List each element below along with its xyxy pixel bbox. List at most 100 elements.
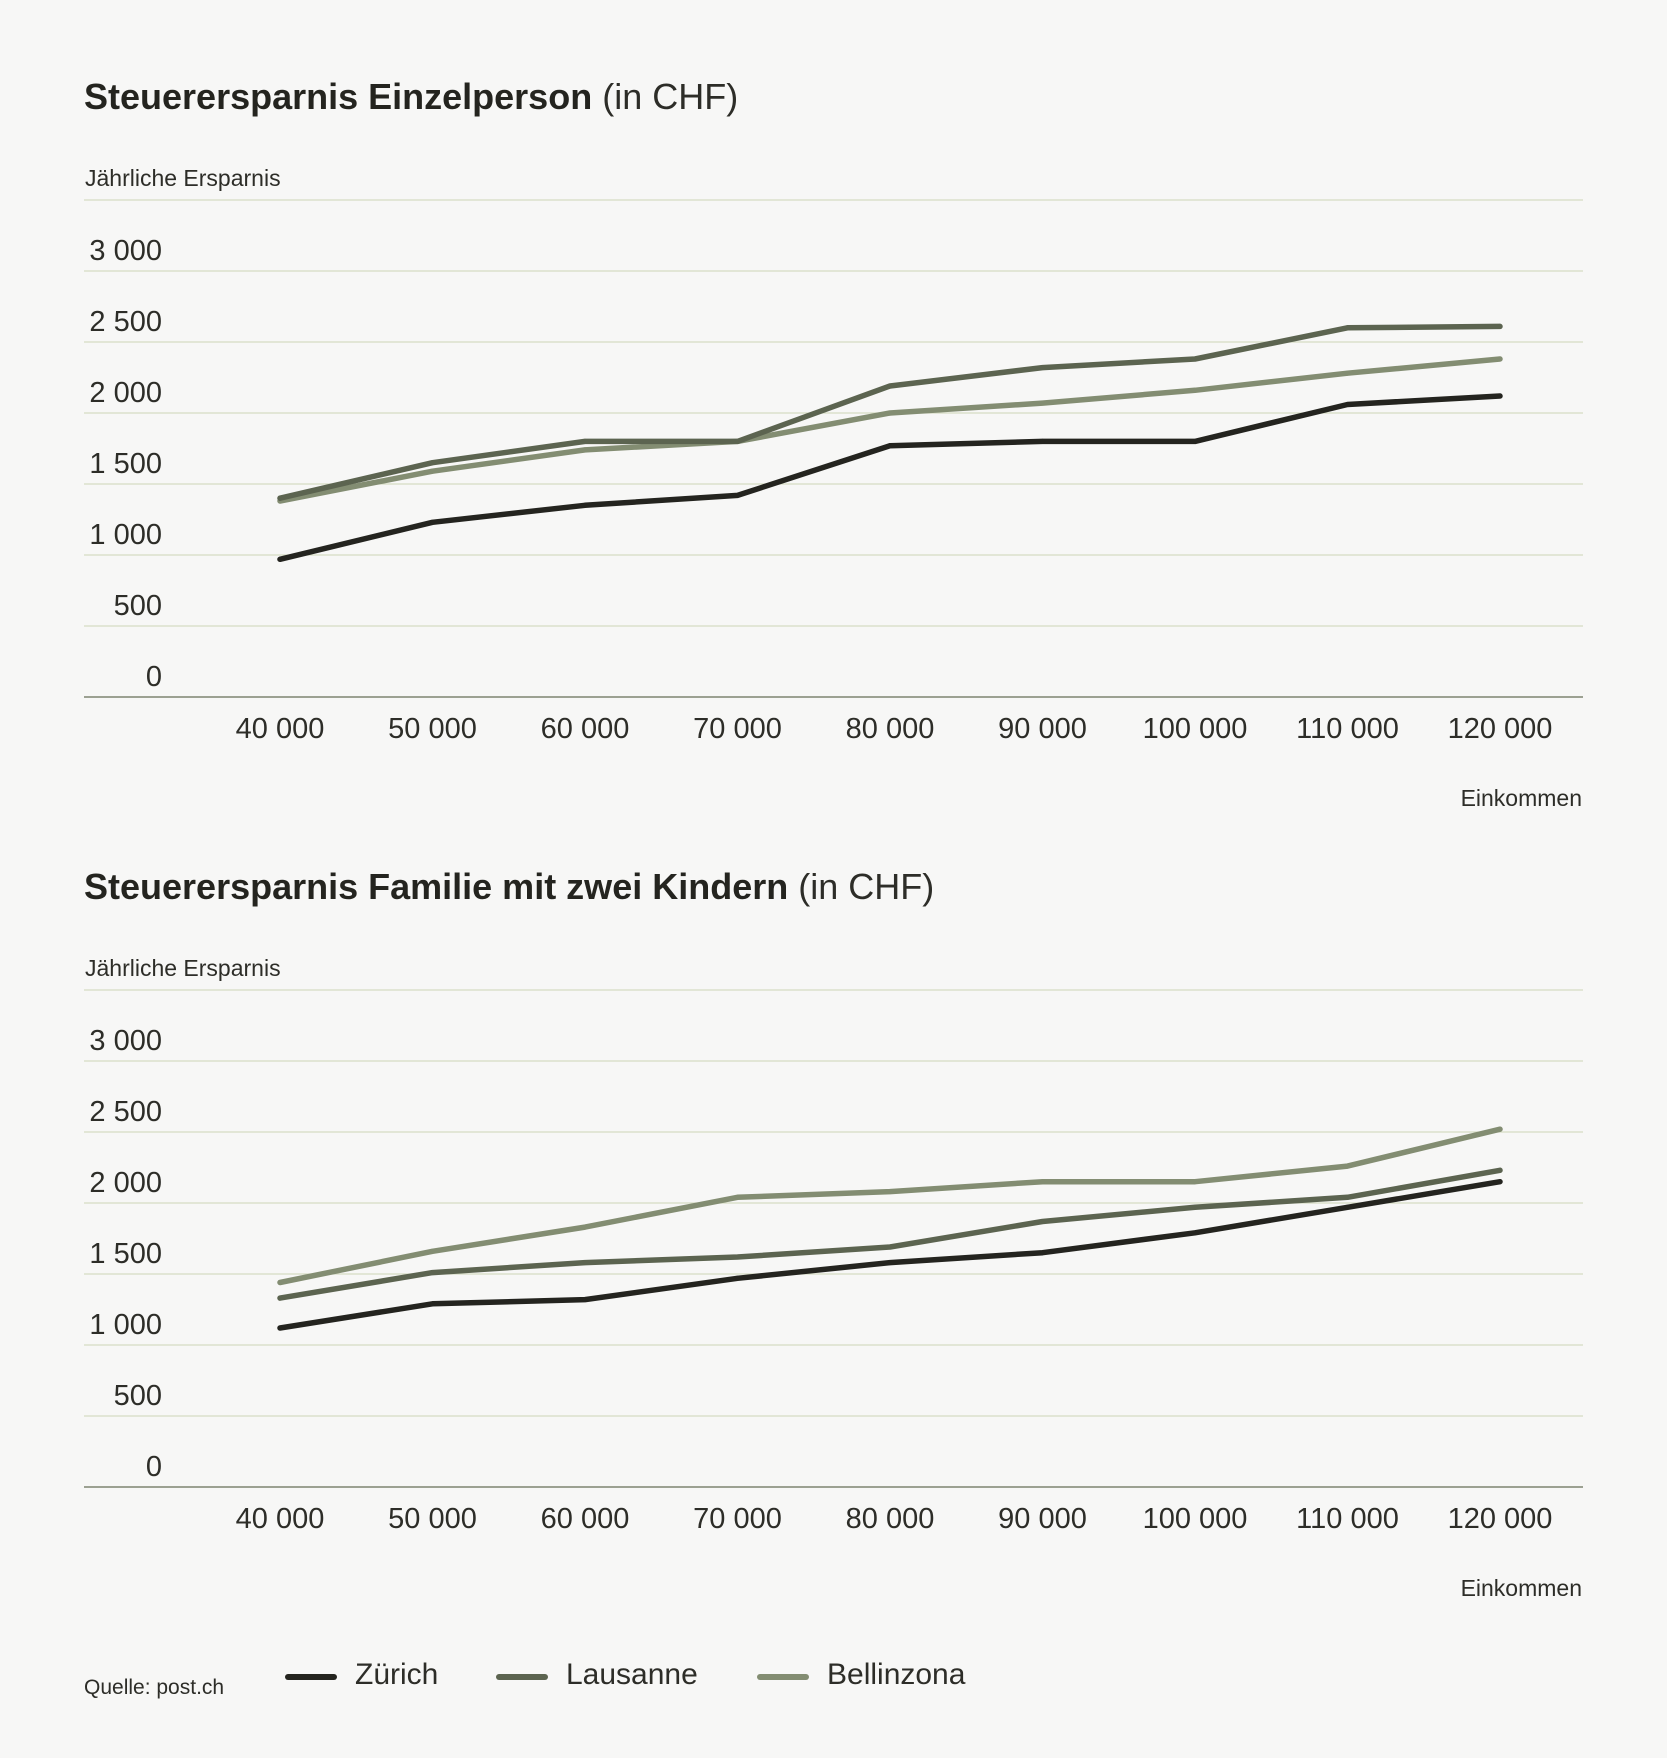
- data-point: [735, 438, 740, 444]
- data-point: [430, 460, 435, 466]
- x-tick-label: 50 000: [388, 713, 477, 745]
- y-tick-label: 500: [114, 590, 162, 622]
- chart-familie: Steuerersparnis Familie mit zwei Kindern…: [0, 790, 1667, 1601]
- y-tick-label: 1 500: [89, 448, 162, 480]
- data-point: [277, 495, 283, 501]
- y-axis-label: Jährliche Ersparnis: [85, 955, 281, 981]
- legend-swatch: [757, 1674, 809, 1680]
- x-axis-label: Einkommen: [1460, 1575, 1582, 1601]
- data-point: [887, 1189, 893, 1195]
- data-point: [735, 1254, 740, 1260]
- chart-title-main: Steuerersparnis Familie mit zwei Kindern: [84, 866, 789, 907]
- data-point: [430, 468, 435, 474]
- legend-label: Zürich: [355, 1658, 439, 1691]
- plot-area: 0 500 1 000 1 500 2 000 2 500 3 000 40 000 50 00…: [84, 989, 1583, 1535]
- chart-title-unit: (in CHF): [602, 76, 739, 117]
- y-tick-label: 2 500: [89, 1096, 162, 1128]
- legend-swatch: [285, 1674, 337, 1680]
- data-point: [1497, 393, 1503, 399]
- x-tick-label: 90 000: [998, 713, 1087, 745]
- x-tick-label: 110 000: [1296, 1503, 1399, 1535]
- data-point: [430, 519, 435, 525]
- data-point: [1497, 323, 1503, 329]
- data-point: [1040, 1218, 1045, 1224]
- y-tick-label: 500: [114, 1380, 162, 1412]
- x-tick-label: 50 000: [388, 1503, 477, 1535]
- data-point: [1192, 1179, 1198, 1185]
- series-line-bellinzona: [277, 356, 1503, 504]
- x-tick-label: 90 000: [998, 1503, 1087, 1535]
- y-tick-label: 3 000: [89, 1025, 162, 1057]
- data-point: [887, 410, 893, 416]
- x-axis-label: Einkommen: [1460, 785, 1582, 811]
- data-point: [1192, 1204, 1198, 1210]
- chart-einzelperson: Steuerersparnis Einzelperson (in CHF) Jä…: [0, 0, 1667, 811]
- data-point: [1345, 1163, 1350, 1169]
- data-point: [1345, 325, 1350, 331]
- x-tick-label: 60 000: [541, 713, 630, 745]
- data-point: [1192, 356, 1198, 362]
- y-tick-label: 2 000: [89, 377, 162, 409]
- data-point: [430, 1301, 435, 1307]
- data-point: [735, 1194, 740, 1200]
- y-tick-label: 0: [146, 1451, 162, 1483]
- data-point: [1497, 356, 1503, 362]
- y-tick-label: 1 000: [89, 1309, 162, 1341]
- y-tick-label: 1 000: [89, 519, 162, 551]
- chart-title-main: Steuerersparnis Einzelperson: [84, 76, 593, 117]
- data-point: [735, 1275, 740, 1281]
- data-point: [582, 1260, 588, 1266]
- chart-title: Steuerersparnis Familie mit zwei Kindern…: [84, 866, 934, 908]
- data-point: [1497, 1179, 1503, 1185]
- data-point: [1345, 1194, 1350, 1200]
- data-point: [582, 438, 588, 444]
- x-tick-label: 80 000: [846, 713, 935, 745]
- data-point: [887, 443, 893, 449]
- x-tick-label: 120 000: [1448, 1503, 1553, 1535]
- data-point: [1192, 438, 1198, 444]
- data-point: [1345, 401, 1350, 407]
- data-point: [1345, 370, 1350, 376]
- x-tick-label: 100 000: [1143, 713, 1248, 745]
- data-point: [582, 1224, 588, 1230]
- chart-title: Steuerersparnis Einzelperson (in CHF): [84, 76, 738, 118]
- x-tick-label: 70 000: [693, 1503, 782, 1535]
- data-point: [887, 1244, 893, 1250]
- y-axis-label: Jährliche Ersparnis: [85, 165, 281, 191]
- chart-title-unit: (in CHF): [798, 866, 935, 907]
- data-point: [887, 383, 893, 389]
- y-tick-label: 1 500: [89, 1238, 162, 1270]
- data-point: [1192, 1230, 1198, 1236]
- series-line-zurich: [277, 393, 1503, 563]
- x-tick-label: 60 000: [541, 1503, 630, 1535]
- x-tick-label: 40 000: [236, 713, 325, 745]
- data-point: [1040, 365, 1045, 371]
- data-point: [430, 1248, 435, 1254]
- series-line-bellinzona: [277, 1126, 1503, 1286]
- footer: Quelle: post.ch Zürich Lausanne Bellinzo…: [0, 1640, 1667, 1710]
- data-point: [1497, 1126, 1503, 1132]
- data-point: [277, 1280, 283, 1286]
- data-point: [277, 556, 283, 562]
- data-point: [1497, 1167, 1503, 1173]
- data-point: [430, 1270, 435, 1276]
- data-point: [582, 447, 588, 453]
- x-tick-label: 120 000: [1448, 713, 1553, 745]
- data-point: [1040, 400, 1045, 406]
- x-tick-label: 80 000: [846, 1503, 935, 1535]
- x-tick-label: 70 000: [693, 713, 782, 745]
- y-tick-label: 2 000: [89, 1167, 162, 1199]
- data-point: [277, 1325, 283, 1331]
- data-point: [582, 1297, 588, 1303]
- data-point: [735, 492, 740, 498]
- data-point: [1345, 1204, 1350, 1210]
- x-tick-label: 110 000: [1296, 713, 1399, 745]
- source-note: Quelle: post.ch: [84, 1676, 225, 1699]
- legend-swatch: [496, 1674, 548, 1680]
- data-point: [582, 502, 588, 508]
- x-tick-label: 40 000: [236, 1503, 325, 1535]
- x-tick-label: 100 000: [1143, 1503, 1248, 1535]
- plot-area: 0 500 1 000 1 500 2 000 2 500 3 000 40 000 50 00…: [84, 199, 1583, 745]
- legend-label: Bellinzona: [827, 1658, 966, 1691]
- data-point: [1040, 438, 1045, 444]
